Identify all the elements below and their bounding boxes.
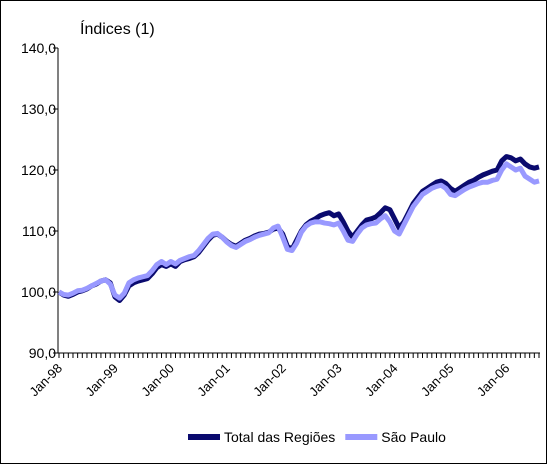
legend-label: Total das Regiões [224,429,335,445]
y-tick-label: 130,0 [21,101,56,117]
y-tick-label: 100,0 [21,284,56,300]
y-tick-label: 110,0 [22,223,56,239]
y-tick-label: 90,0 [29,345,56,361]
series-line [57,161,540,301]
legend-label: São Paulo [381,429,446,445]
y-tick-label: 140,0 [21,40,56,56]
chart-title: Índices (1) [80,19,155,38]
y-tick-label: 120,0 [21,162,56,178]
